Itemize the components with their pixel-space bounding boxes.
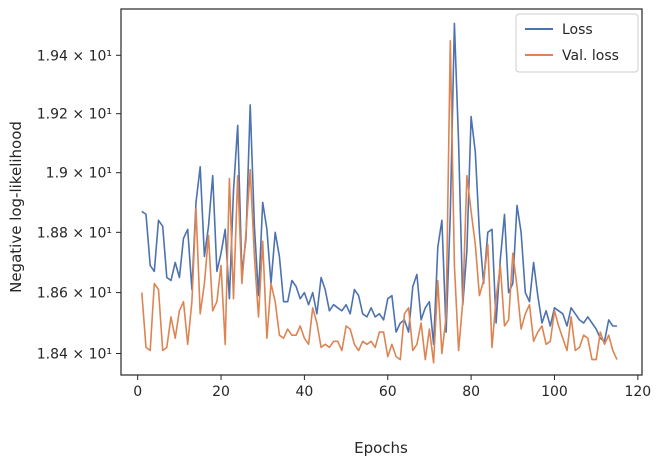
y-tick-label: 1.9 × 10¹ [46, 166, 112, 182]
x-tick-label: 60 [379, 384, 397, 400]
y-tick-label: 1.88 × 10¹ [37, 225, 112, 241]
series-line-val-loss [141, 39, 618, 364]
series-layer [141, 22, 618, 364]
legend-label-loss: Loss [562, 22, 593, 38]
y-tick-label: 1.86 × 10¹ [37, 286, 112, 302]
y-tick-label: 1.92 × 10¹ [37, 107, 112, 123]
legend-label-val-loss: Val. loss [562, 48, 619, 64]
x-axis-ticks: 0 20 40 60 80 100 120 [133, 375, 651, 400]
y-axis-title: Negative log-likelihood [7, 121, 25, 293]
series-line-loss [141, 22, 617, 346]
y-tick-label: 1.84 × 10¹ [37, 347, 112, 363]
x-tick-label: 40 [295, 384, 313, 400]
x-tick-label: 100 [541, 384, 568, 400]
y-tick-label: 1.94 × 10¹ [37, 48, 112, 64]
y-axis-ticks: 1.84 × 10¹ 1.86 × 10¹ 1.88 × 10¹ 1.9 × 10¹ 1… [37, 48, 121, 363]
x-tick-label: 20 [212, 384, 230, 400]
x-tick-label: 120 [624, 384, 651, 400]
legend: Loss Val. loss [515, 13, 639, 73]
x-tick-label: 80 [462, 384, 480, 400]
x-axis-title: Epochs [354, 439, 408, 457]
x-tick-label: 0 [133, 384, 142, 400]
